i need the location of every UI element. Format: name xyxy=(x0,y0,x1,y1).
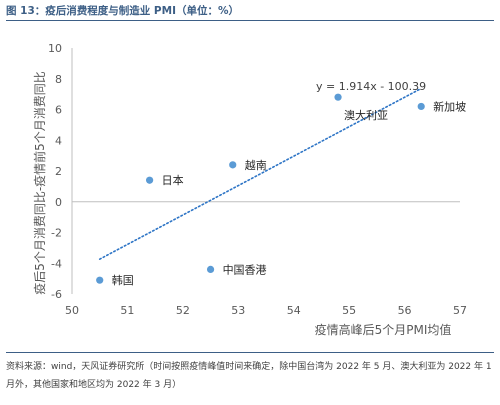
x-tick-label: 54 xyxy=(287,304,301,317)
trendline-path xyxy=(98,87,423,260)
y-tick-label: 0 xyxy=(55,196,62,209)
data-point xyxy=(229,161,237,169)
y-tick-label: -6 xyxy=(51,288,62,301)
y-tick-label: -2 xyxy=(51,227,62,240)
tick-labels: -6 -4 -2 0 2 4 6 8 10 50 51 52 53 54 55 56 57 xyxy=(48,42,467,317)
x-tick-label: 56 xyxy=(398,304,412,317)
data-points xyxy=(96,93,425,284)
point-label: 澳大利亚 xyxy=(344,108,388,122)
trendline-equation: y = 1.914x - 100.39 xyxy=(316,80,426,93)
source-note: 资料来源：wind，天风证券研究所（时间按照疫情峰值时间来确定，除中国台湾为 2… xyxy=(6,362,492,390)
data-point xyxy=(334,93,342,101)
y-tick-label: 8 xyxy=(55,73,62,86)
y-axis-label: 疫后5个月消费同比-疫情前5个月消费同比 xyxy=(32,71,47,295)
y-tick-label: 6 xyxy=(55,104,62,117)
data-point xyxy=(146,176,154,184)
title-divider xyxy=(6,20,494,21)
point-label: 韩国 xyxy=(112,273,134,287)
x-tick-label: 55 xyxy=(342,304,356,317)
x-tick-label: 51 xyxy=(120,304,134,317)
x-tick-label: 52 xyxy=(176,304,190,317)
x-tick-label: 53 xyxy=(231,304,245,317)
y-tick-label: -4 xyxy=(51,257,62,270)
x-tick-label: 50 xyxy=(65,304,79,317)
point-label: 越南 xyxy=(245,158,267,172)
data-point xyxy=(417,102,425,111)
y-tick-label: 2 xyxy=(55,165,62,178)
x-axis-label: 疫情高峰后5个月PMI均值 xyxy=(315,322,452,337)
source-divider xyxy=(6,352,494,353)
data-point xyxy=(96,276,104,284)
axes xyxy=(71,48,460,294)
figure-title: 图 13：疫后消费程度与制造业 PMI（单位：%） xyxy=(6,5,239,17)
y-tick-label: 10 xyxy=(48,42,62,55)
trendline xyxy=(98,87,423,260)
data-point xyxy=(206,265,215,273)
y-tick-label: 4 xyxy=(55,134,62,147)
point-label: 中国香港 xyxy=(223,263,267,276)
point-label: 新加坡 xyxy=(433,99,466,113)
point-label: 日本 xyxy=(162,173,184,187)
x-tick-label: 57 xyxy=(453,304,467,317)
